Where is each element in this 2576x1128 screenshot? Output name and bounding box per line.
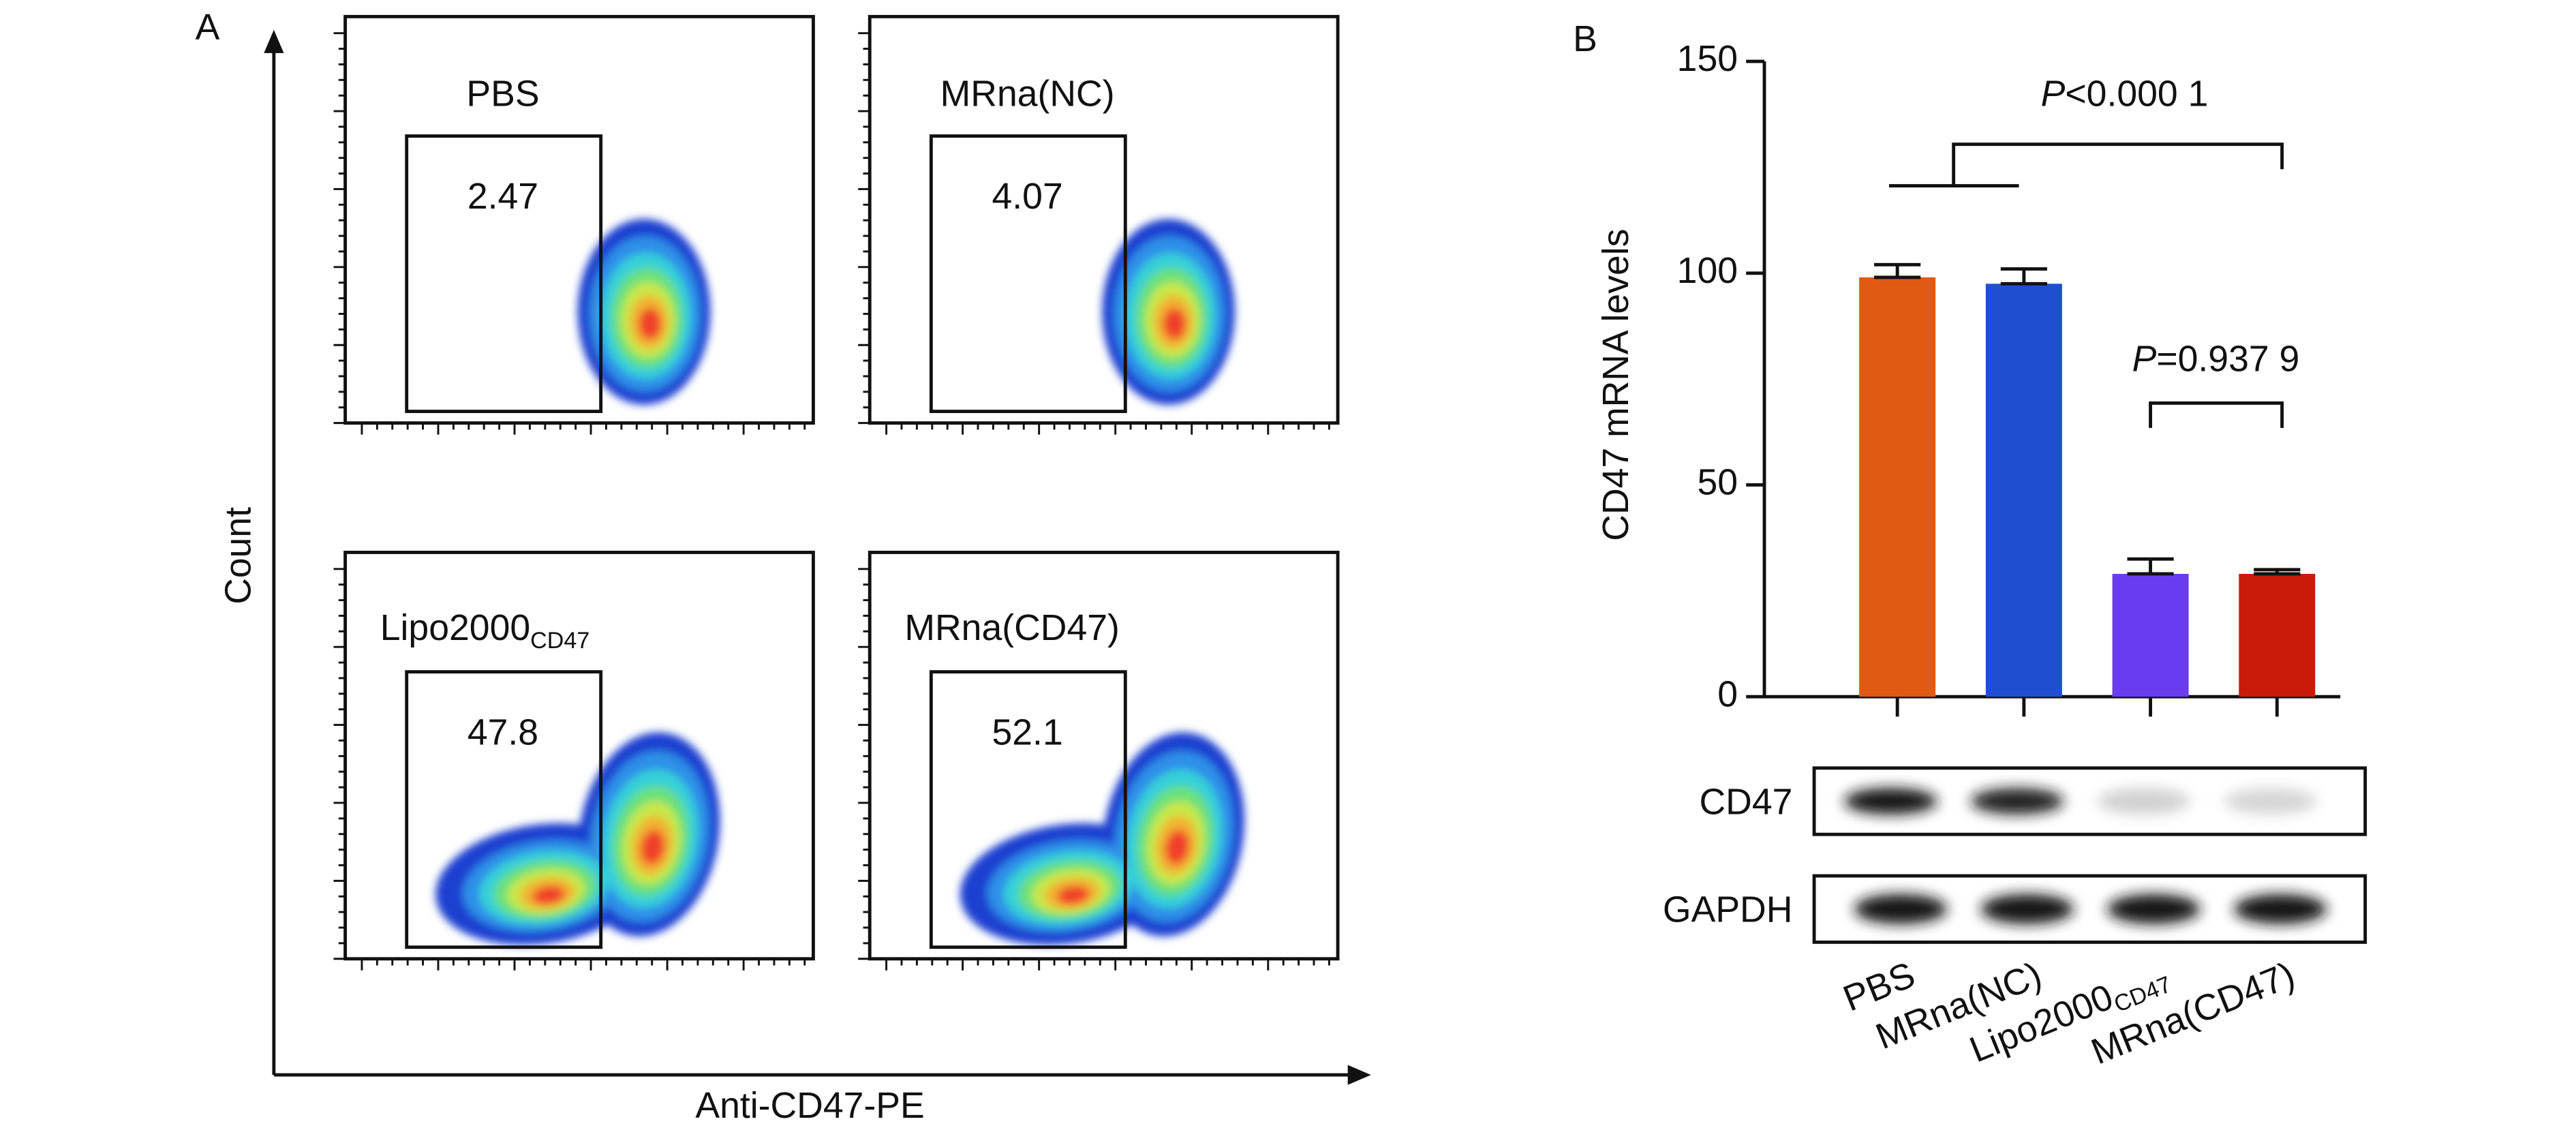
density-cloud — [960, 732, 1245, 945]
error-bar — [2127, 557, 2174, 576]
blot-bands — [1854, 894, 2327, 924]
density-level — [532, 885, 565, 905]
annotation-italic: P — [2132, 339, 2157, 380]
gate-value: 52.1 — [992, 712, 1062, 752]
density-level — [641, 829, 665, 865]
density-level — [1163, 307, 1186, 340]
gate — [405, 134, 603, 414]
y-axis-label: CD47 mRNA levels — [1596, 229, 1636, 541]
blot-label: CD47 — [1699, 782, 1792, 823]
bar — [1985, 284, 2062, 697]
annotation-italic: P — [2041, 74, 2066, 114]
bar — [2112, 573, 2189, 697]
bar — [2239, 573, 2316, 697]
y-tick-label: 150 — [1677, 39, 1738, 79]
panel-label: B — [1573, 19, 1597, 59]
blot-band — [2224, 788, 2317, 815]
blot-bands — [1844, 788, 2317, 815]
density-level — [1165, 829, 1190, 865]
panel-label: A — [196, 7, 220, 48]
bar — [1859, 277, 1936, 697]
bracket — [1888, 142, 2284, 188]
plot-label: MRna(NC) — [940, 74, 1115, 114]
density-cloud — [435, 732, 720, 945]
plot-label: PBS — [466, 74, 539, 114]
y-tick-label: 0 — [1717, 674, 1738, 714]
density-cloud — [1102, 219, 1236, 405]
blot-band — [2097, 788, 2191, 815]
blot-frame — [1812, 766, 2367, 836]
density-cloud — [577, 219, 711, 405]
error-bar — [2254, 568, 2301, 576]
plot-label: Lipo2000 — [380, 608, 530, 648]
plot-label-subscript: CD47 — [530, 628, 589, 654]
density-level — [1057, 885, 1090, 905]
y-tick-label: 100 — [1677, 251, 1738, 291]
x-axis-label: Anti-CD47-PE — [695, 1086, 924, 1126]
blot-band — [1844, 788, 1937, 815]
annotation: <0.000 1 — [2065, 74, 2208, 114]
blot-frame — [1812, 874, 2367, 944]
x-arrow — [1347, 1065, 1371, 1085]
gate — [405, 670, 603, 949]
blot-band — [1854, 894, 1948, 924]
y-tick-label: 50 — [1697, 463, 1738, 503]
annotation: =0.937 9 — [2156, 339, 2299, 380]
gate-value: 4.07 — [992, 177, 1062, 217]
density-level — [639, 307, 662, 340]
gate-value: 47.8 — [467, 712, 538, 752]
y-axis-label: Count — [218, 507, 258, 605]
plot-frame — [343, 14, 815, 425]
blot-label: GAPDH — [1663, 890, 1792, 930]
blot-band — [1980, 894, 2074, 924]
blot-band — [2233, 894, 2327, 924]
blot-band — [1970, 788, 2064, 815]
gate — [929, 134, 1127, 414]
y-arrow — [264, 29, 284, 53]
plot-label: MRna(CD47) — [904, 608, 1120, 648]
error-bar — [1874, 262, 1921, 279]
gate-value: 2.47 — [467, 177, 538, 217]
error-bar — [2000, 267, 2047, 286]
blot-band — [2107, 894, 2201, 924]
bracket — [2149, 401, 2284, 428]
gate — [929, 670, 1127, 949]
